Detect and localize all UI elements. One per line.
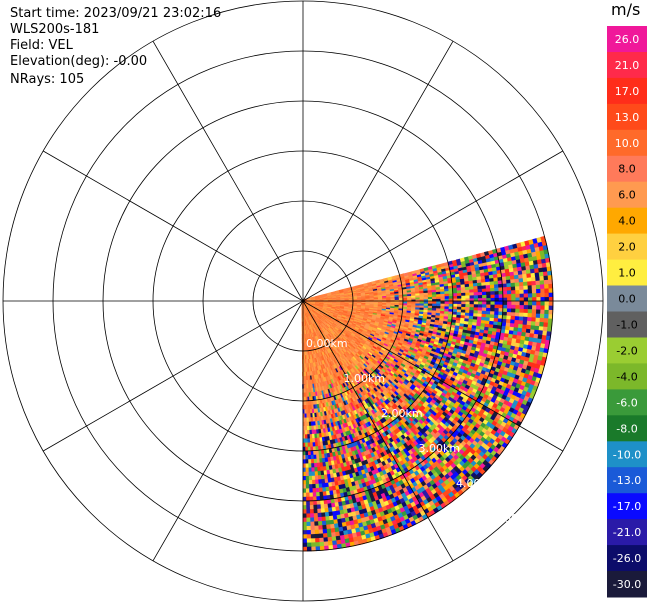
velocity-cell — [338, 289, 345, 294]
velocity-cell — [310, 296, 316, 301]
velocity-cell — [494, 304, 500, 309]
velocity-cell — [334, 290, 341, 295]
velocity-cell — [486, 304, 491, 308]
velocity-cells — [301, 235, 554, 552]
velocity-cell — [326, 292, 332, 297]
velocity-cell — [322, 293, 328, 298]
velocity-cell — [318, 294, 324, 299]
velocity-cell — [330, 291, 337, 296]
velocity-cell — [314, 295, 320, 300]
